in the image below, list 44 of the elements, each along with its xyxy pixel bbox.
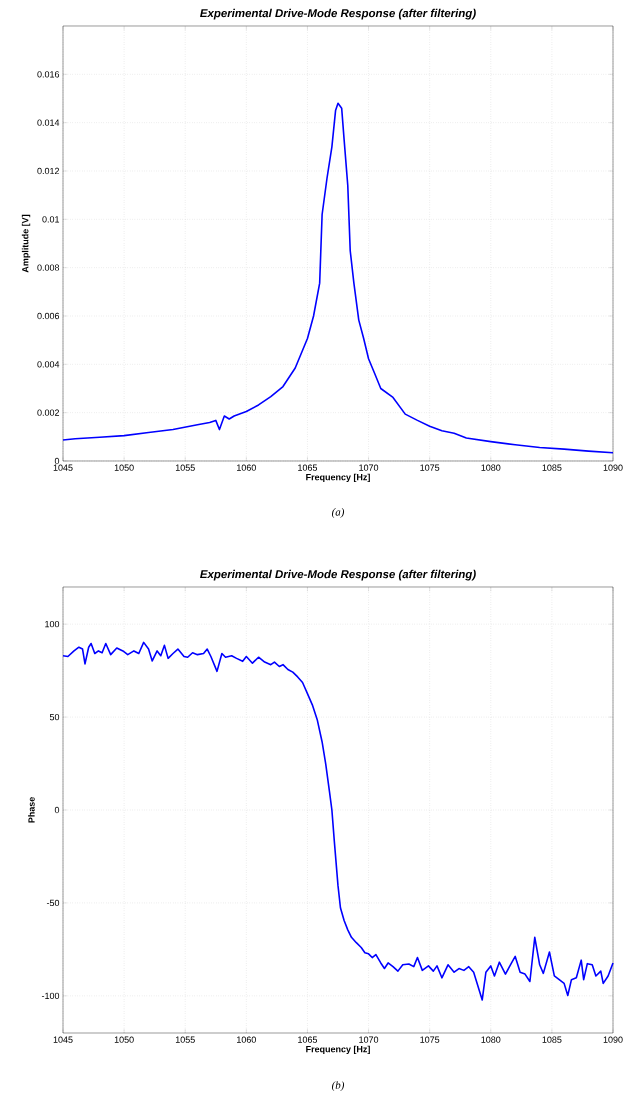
y-tick-label: 0.002	[37, 409, 60, 416]
x-tick-label: 1050	[114, 464, 134, 471]
y-tick-label: 0.006	[37, 312, 60, 320]
y-tick-label: 0.016	[37, 71, 60, 78]
x-tick-label: 1085	[542, 464, 562, 471]
text: (a)	[332, 508, 345, 518]
x-axis-title: Frequency [Hz]	[306, 1045, 370, 1055]
x-tick-label: 1070	[359, 1036, 379, 1043]
x-tick-label: 1090	[603, 1036, 623, 1043]
y-tick-label: 50	[49, 713, 60, 721]
x-tick-label: 1060	[237, 1036, 256, 1043]
line-series	[62, 102, 614, 454]
y-tick-label: 0.012	[37, 167, 60, 175]
y-tick-label: 0.014	[37, 119, 60, 126]
chart-title: Experimental Drive-Mode Response (after filtering)	[200, 8, 476, 20]
y-tick-label: 0.004	[37, 361, 60, 368]
x-tick-label: 1065	[298, 1036, 318, 1043]
x-tick-label: 1050	[114, 1036, 134, 1043]
x-axis-title: Frequency [Hz]	[306, 473, 370, 483]
y-tick-label: -100	[41, 992, 60, 1000]
line-series	[62, 641, 614, 1001]
x-tick-label: 1080	[481, 1036, 501, 1043]
y-tick-label: 0	[54, 806, 60, 814]
x-tick-label: 1060	[237, 464, 256, 471]
text: (b)	[332, 1081, 345, 1092]
x-tick-label: 1045	[53, 1036, 73, 1043]
x-tick-label: 1075	[420, 1036, 440, 1043]
x-tick-label: 1055	[175, 464, 195, 471]
x-tick-label: 1065	[298, 464, 318, 471]
x-tick-label: 1070	[359, 464, 379, 471]
x-tick-label: 1080	[481, 464, 501, 471]
chart-title: Experimental Drive-Mode Response (after filtering)	[200, 569, 476, 581]
x-tick-label: 1090	[603, 464, 623, 471]
y-tick-label: 100	[45, 620, 60, 628]
y-tick-label: 0.008	[37, 264, 60, 271]
y-axis-title: Amplitude [V]	[21, 214, 31, 273]
x-tick-label: 1045	[53, 464, 73, 471]
x-tick-label: 1075	[420, 464, 440, 471]
x-tick-label: 1085	[542, 1036, 562, 1043]
y-tick-label: 0.01	[42, 216, 60, 223]
y-axis-title: Phase	[28, 797, 35, 823]
x-tick-label: 1055	[175, 1036, 195, 1043]
y-tick-label: -50	[46, 899, 60, 907]
y-tick-label: 0	[54, 457, 60, 465]
